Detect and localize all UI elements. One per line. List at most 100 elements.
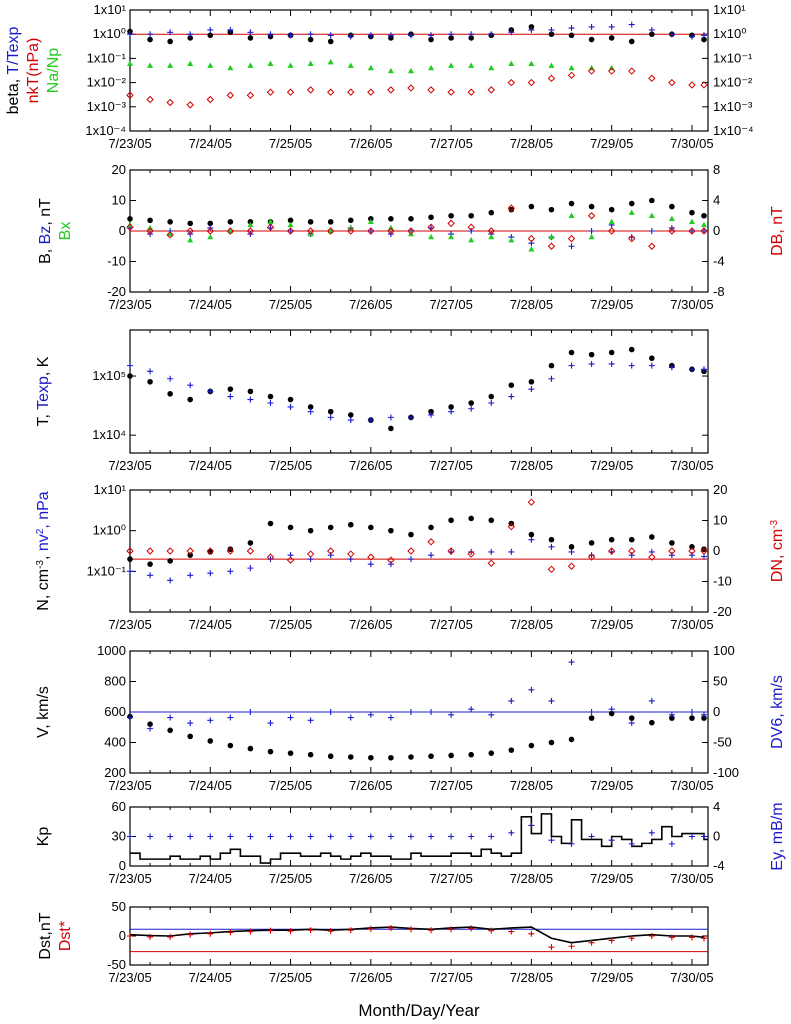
data-point [448,404,454,410]
data-point [528,742,535,749]
data-point [648,228,655,234]
data-point [488,548,495,555]
data-point [287,228,294,234]
data-point [207,833,214,840]
data-point [126,547,134,555]
axis-title-part: V, km/s [35,686,52,738]
data-point [467,550,475,558]
y-tick-label: 1x10⁻⁴ [713,123,754,138]
data-point [187,572,194,579]
axis-title-part: -3 [769,519,780,528]
y-tick-label: 4 [713,193,720,208]
data-point [527,498,536,506]
data-point [326,547,335,555]
y-tick-label: -20 [107,284,126,299]
data-point [508,393,515,400]
axis-title-part: -3 [35,560,46,569]
data-point [700,81,708,89]
data-point [408,754,414,760]
y-tick-label: 1x10⁻³ [87,99,127,114]
axis-title-part: Bz [37,226,54,245]
data-point [287,217,294,224]
data-point [187,60,194,66]
data-point [407,926,414,933]
data-point [127,31,133,38]
y-tick-label: 0 [713,704,720,719]
data-point [568,362,575,369]
data-point [508,60,515,66]
data-point [388,754,394,761]
data-point [528,246,535,252]
data-point [306,550,315,558]
data-point [307,408,314,415]
data-point [668,840,675,847]
data-point [166,98,174,107]
data-point [528,531,535,538]
series-blue [127,221,707,250]
data-point [227,833,234,840]
x-tick-label: 7/28/05 [510,617,553,632]
y-tick-label: 0 [713,829,720,844]
data-point [428,833,435,840]
data-point [287,714,294,721]
data-point [567,234,576,243]
data-point [206,227,214,235]
data-point [267,400,274,407]
data-point [648,362,655,369]
data-point [700,833,707,840]
data-point [306,227,315,235]
data-point [127,362,133,369]
series-red [126,67,708,109]
data-point [307,751,314,758]
y-tick-label: 600 [104,704,126,719]
y-tick-label: 10 [112,193,126,208]
series-red [126,498,708,574]
data-point [508,697,515,704]
x-tick-label: 7/25/05 [269,297,312,312]
data-point [568,943,575,950]
x-tick-label: 7/25/05 [269,617,312,632]
data-point [468,833,475,840]
data-point [267,720,274,727]
x-tick-label: 7/28/05 [510,970,553,985]
axis-title-part: , [35,551,52,560]
axis-title-part: T, [35,410,52,427]
y-tick-label: 60 [112,799,126,814]
data-point [488,233,495,240]
data-point [367,711,374,718]
x-tick-label: 7/24/05 [189,871,232,886]
data-point [428,64,435,71]
x-tick-label: 7/27/05 [429,136,472,151]
y-tick-label: 1x10⁻¹ [87,563,127,578]
data-point [448,31,455,38]
data-point [408,216,414,222]
data-point [226,547,235,555]
data-point [488,711,495,718]
data-point [648,933,655,939]
panel-kp: 7/23/05 7/24/05 7/25/05 7/26/05 7/27/05 7/28/… [108,799,724,886]
data-point [207,32,214,39]
data-point [700,221,707,228]
x-tick-label: 7/25/05 [269,778,312,793]
axis-title: V, km/s [35,686,52,738]
y-tick-label: -20 [713,604,732,619]
data-point [548,62,555,68]
data-point [246,91,255,99]
data-point [227,386,234,392]
plot-frame [129,489,709,613]
data-point [247,540,254,546]
data-point [568,200,575,207]
data-point [648,212,655,218]
data-point [347,227,355,235]
data-point [247,709,254,715]
data-point [267,520,274,527]
data-point [307,219,314,225]
data-point [608,837,615,844]
data-point [467,223,475,231]
data-point [147,378,153,385]
data-point [267,556,274,563]
data-point [428,36,434,43]
data-point [186,227,194,235]
data-point [568,32,575,39]
y-tick-label: 1x10⁰ [93,523,126,538]
